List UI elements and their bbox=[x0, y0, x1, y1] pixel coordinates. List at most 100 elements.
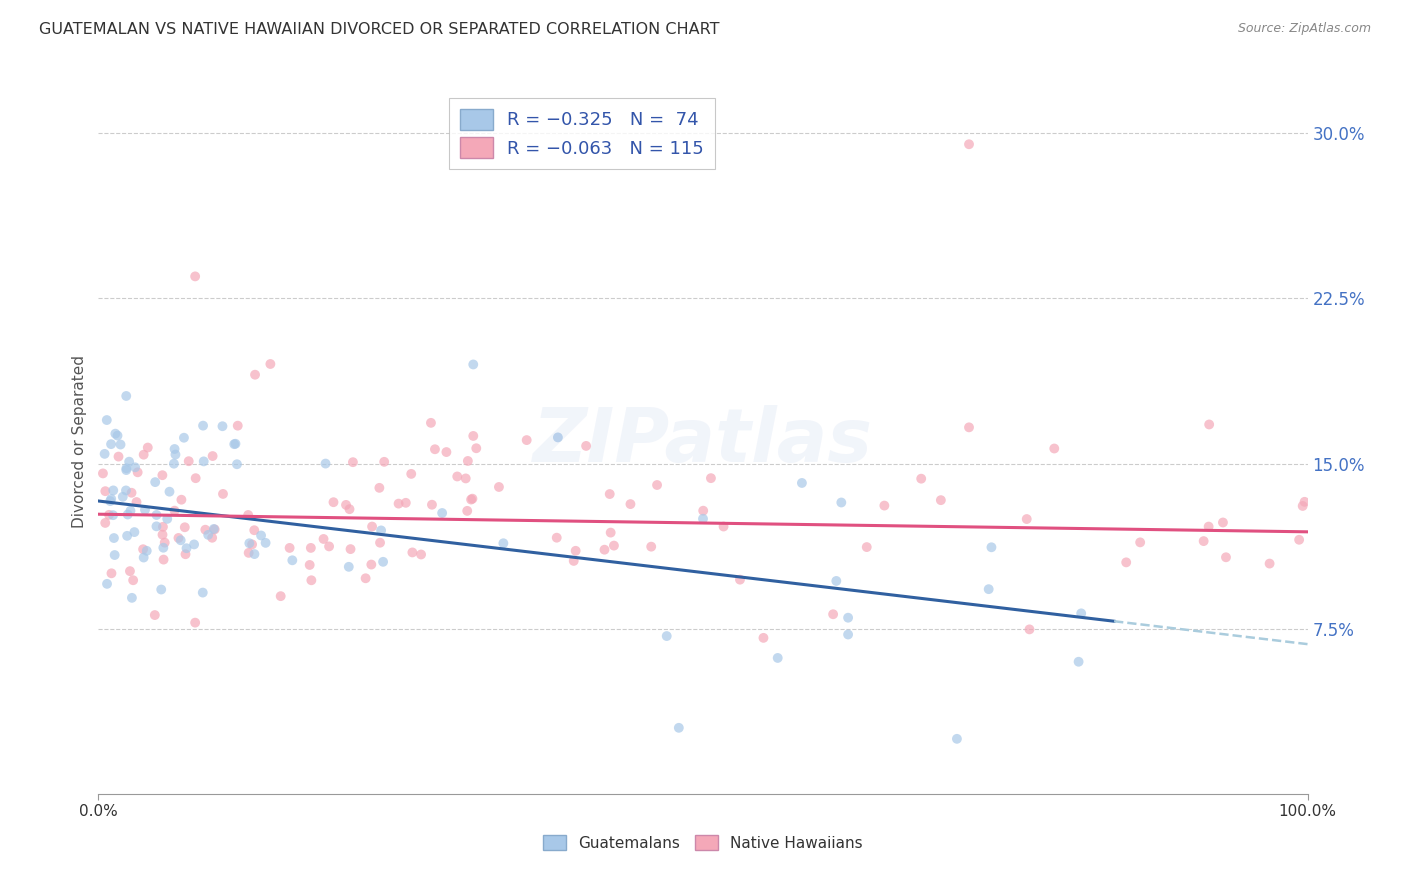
Point bbox=[752, 631, 775, 645]
Point bbox=[250, 528, 273, 542]
Point bbox=[100, 491, 122, 506]
Point bbox=[115, 461, 138, 475]
Point bbox=[1198, 417, 1220, 432]
Point bbox=[463, 358, 485, 372]
Point bbox=[401, 545, 423, 559]
Point bbox=[191, 418, 214, 433]
Point bbox=[124, 460, 146, 475]
Point bbox=[184, 615, 207, 630]
Point bbox=[575, 439, 598, 453]
Point bbox=[177, 454, 200, 468]
Point bbox=[132, 550, 155, 565]
Point bbox=[823, 607, 845, 622]
Point bbox=[1070, 607, 1092, 621]
Point bbox=[456, 504, 478, 518]
Point bbox=[278, 541, 301, 555]
Point bbox=[463, 429, 485, 443]
Point bbox=[121, 591, 143, 605]
Point bbox=[1129, 535, 1152, 549]
Point bbox=[212, 487, 235, 501]
Point bbox=[564, 544, 586, 558]
Point bbox=[238, 536, 260, 550]
Point bbox=[562, 554, 585, 568]
Point bbox=[1115, 555, 1137, 569]
Point bbox=[946, 731, 969, 746]
Point bbox=[270, 589, 292, 603]
Point bbox=[1288, 533, 1310, 547]
Point bbox=[599, 525, 621, 540]
Point bbox=[728, 573, 751, 587]
Point bbox=[124, 525, 146, 540]
Point bbox=[409, 548, 432, 562]
Point bbox=[395, 496, 418, 510]
Point bbox=[134, 503, 156, 517]
Point bbox=[107, 428, 129, 442]
Point bbox=[174, 547, 197, 561]
Point bbox=[790, 475, 813, 490]
Point bbox=[640, 540, 662, 554]
Point bbox=[339, 542, 361, 557]
Point bbox=[1018, 623, 1040, 637]
Point bbox=[360, 558, 382, 572]
Point bbox=[103, 531, 125, 545]
Point bbox=[603, 539, 626, 553]
Point bbox=[361, 519, 384, 533]
Point bbox=[183, 537, 205, 551]
Point bbox=[93, 447, 115, 461]
Point bbox=[104, 426, 127, 441]
Point bbox=[547, 430, 569, 444]
Point bbox=[96, 577, 118, 591]
Point bbox=[110, 437, 132, 451]
Point bbox=[1067, 655, 1090, 669]
Point bbox=[184, 471, 207, 485]
Text: Source: ZipAtlas.com: Source: ZipAtlas.com bbox=[1237, 22, 1371, 36]
Point bbox=[165, 448, 187, 462]
Point bbox=[593, 542, 616, 557]
Y-axis label: Divorced or Separated: Divorced or Separated bbox=[72, 355, 87, 528]
Point bbox=[152, 541, 174, 555]
Point bbox=[420, 416, 443, 430]
Point bbox=[322, 495, 344, 509]
Point bbox=[202, 522, 225, 536]
Point bbox=[299, 541, 322, 555]
Point bbox=[460, 492, 482, 507]
Point bbox=[170, 533, 193, 548]
Point bbox=[668, 721, 690, 735]
Point bbox=[143, 475, 166, 490]
Point bbox=[1198, 519, 1220, 533]
Point bbox=[111, 490, 134, 504]
Point bbox=[145, 519, 167, 533]
Point bbox=[318, 540, 340, 554]
Point bbox=[423, 442, 446, 457]
Point bbox=[103, 483, 125, 498]
Point bbox=[368, 535, 391, 549]
Point bbox=[315, 457, 337, 471]
Point bbox=[387, 497, 409, 511]
Point bbox=[454, 471, 477, 485]
Point bbox=[167, 531, 190, 545]
Point bbox=[152, 527, 174, 541]
Point bbox=[152, 552, 174, 566]
Legend: Guatemalans, Native Hawaiians: Guatemalans, Native Hawaiians bbox=[537, 829, 869, 856]
Point bbox=[546, 531, 568, 545]
Point bbox=[132, 448, 155, 462]
Text: ZIPatlas: ZIPatlas bbox=[533, 405, 873, 478]
Point bbox=[371, 555, 394, 569]
Point bbox=[211, 419, 233, 434]
Point bbox=[118, 455, 141, 469]
Point bbox=[700, 471, 723, 485]
Point bbox=[488, 480, 510, 494]
Point bbox=[150, 582, 173, 597]
Point bbox=[1294, 495, 1316, 509]
Point bbox=[1015, 512, 1038, 526]
Point bbox=[929, 493, 952, 508]
Point bbox=[492, 536, 515, 550]
Point bbox=[420, 498, 443, 512]
Point bbox=[100, 566, 122, 581]
Point bbox=[516, 433, 538, 447]
Point bbox=[243, 368, 266, 382]
Point bbox=[145, 508, 167, 522]
Point bbox=[117, 508, 139, 522]
Point bbox=[91, 467, 114, 481]
Point bbox=[243, 523, 266, 537]
